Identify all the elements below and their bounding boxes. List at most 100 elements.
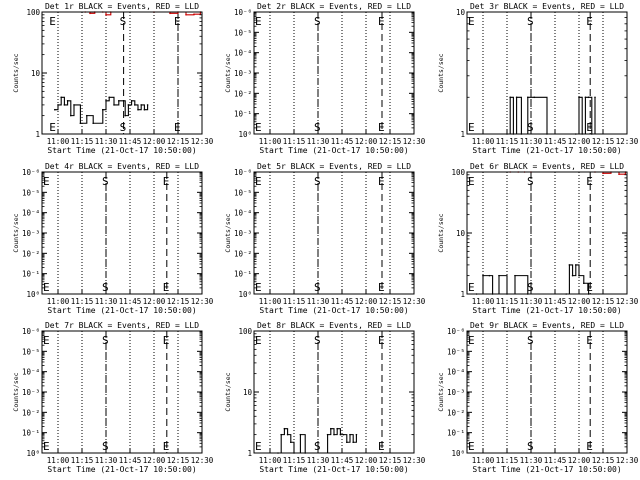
plot-frame: [466, 11, 628, 135]
series-point: [124, 114, 126, 117]
x-tick-label: 12:15: [379, 456, 402, 465]
marker-label-top: E: [163, 175, 170, 188]
series-point: [169, 12, 171, 15]
panel-det-2: Det 2r BLACK = Events, RED = LLD E E S S E E 11…: [224, 2, 426, 155]
x-tick-label: 11:45: [119, 137, 142, 146]
y-tick-label: 10⁰: [26, 449, 40, 458]
x-tick-label: 12:30: [403, 137, 426, 146]
x-tick-label: 12:00: [568, 456, 591, 465]
marker-label-bottom: E: [163, 281, 170, 294]
series-point: [105, 13, 107, 16]
marker-label-top: E: [378, 175, 385, 188]
marker-label-bottom: S: [527, 440, 534, 453]
x-tick-label: 12:15: [379, 137, 402, 146]
x-tick-label: 12:15: [592, 297, 615, 306]
series-point: [130, 100, 133, 102]
y-tick-label: 10: [31, 69, 41, 78]
y-tick-label: 100: [26, 8, 40, 17]
x-tick-label: 11:15: [496, 456, 519, 465]
x-tick-label: 12:00: [355, 137, 378, 146]
x-tick-label: 11:45: [544, 137, 567, 146]
series-point: [140, 104, 142, 106]
y-axis-title: Counts/sec: [224, 372, 232, 411]
y-tick-label: 10⁰: [451, 449, 465, 458]
y-tick-label: 10⁻⁴: [234, 49, 252, 58]
marker-label-top: E: [43, 175, 50, 188]
y-tick-label: 10⁻⁵: [447, 347, 465, 356]
panel-det-9: Det 9r BLACK = Events, RED = LLD E E S S E E 11…: [437, 321, 639, 474]
y-tick-label: 10⁻⁵: [234, 28, 252, 37]
marker-label-top: E: [163, 334, 170, 347]
y-tick-label: 10: [456, 229, 466, 238]
y-axis-title: Counts/sec: [224, 213, 232, 252]
series-point: [583, 282, 585, 285]
x-axis-title: Start Time (21-Oct-17 10:50:00): [259, 146, 408, 155]
x-tick-label: 11:15: [496, 297, 519, 306]
series-point: [63, 104, 66, 106]
x-tick-label: 12:00: [143, 297, 166, 306]
marker-label-top: E: [586, 175, 593, 188]
marker-label-top: S: [314, 15, 321, 28]
marker-label-bottom: E: [378, 281, 385, 294]
y-tick-label: 10⁻⁴: [22, 209, 40, 218]
x-tick-label: 11:45: [544, 297, 567, 306]
marker-label-bottom: E: [586, 281, 593, 294]
panel-det-7: Det 7r BLACK = Events, RED = LLD E E S S E E 11…: [12, 321, 214, 474]
x-tick-label: 11:00: [259, 456, 282, 465]
x-tick-label: 12:15: [167, 297, 190, 306]
series-point: [575, 264, 577, 266]
series-point: [349, 433, 351, 436]
series-point: [515, 96, 518, 99]
series-point: [290, 441, 292, 444]
marker-label-top: S: [102, 175, 109, 188]
series-point: [618, 173, 620, 176]
series-point: [533, 96, 535, 99]
x-tick-label: 11:45: [331, 456, 354, 465]
panel-det-6: Det 6r BLACK = Events, RED = LLDEESSEE11…: [437, 162, 639, 315]
x-tick-label: 11:00: [47, 456, 70, 465]
marker-label-top: S: [120, 15, 127, 28]
x-axis-title: Start Time (21-Oct-17 10:50:00): [472, 306, 621, 315]
series-point: [346, 441, 348, 444]
x-tick-label: 11:45: [544, 456, 567, 465]
panel-title: Det 5r BLACK = Events, RED = LLD: [257, 162, 411, 171]
series-line-events: [278, 428, 357, 454]
series-point: [336, 427, 339, 430]
y-axis-title: Counts/sec: [12, 53, 20, 92]
marker-label-top: S: [314, 334, 321, 347]
marker-label-bottom: E: [468, 121, 475, 134]
x-tick-label: 12:30: [191, 137, 214, 146]
series-line-events: [507, 96, 596, 135]
marker-label-bottom: S: [102, 440, 109, 453]
y-tick-label: 10⁻¹: [234, 270, 252, 279]
marker-label-bottom: S: [314, 440, 321, 453]
series-point: [602, 172, 604, 175]
panel-title: Det 2r BLACK = Events, RED = LLD: [257, 2, 411, 11]
series-point: [60, 96, 62, 99]
x-tick-label: 12:30: [616, 297, 639, 306]
marker-label-bottom: S: [314, 281, 321, 294]
marker-label-top: E: [43, 334, 50, 347]
y-axis-title: Counts/sec: [437, 372, 445, 411]
y-tick-label: 100: [451, 168, 465, 177]
marker-label-bottom: E: [174, 121, 181, 134]
x-tick-label: 11:15: [283, 297, 306, 306]
series-point: [86, 114, 88, 117]
x-tick-label: 11:45: [119, 297, 142, 306]
marker-label-bottom: E: [378, 121, 385, 134]
x-tick-label: 12:30: [191, 297, 214, 306]
x-tick-label: 11:00: [259, 297, 282, 306]
series-point: [488, 274, 491, 277]
y-tick-label: 10⁻⁶: [447, 327, 465, 336]
panel-title: Det 7r BLACK = Events, RED = LLD: [45, 321, 199, 330]
x-tick-label: 11:15: [71, 137, 94, 146]
series-point: [587, 96, 590, 99]
marker-label-top: S: [527, 334, 534, 347]
y-tick-label: 1: [35, 130, 40, 139]
x-tick-label: 12:30: [191, 456, 214, 465]
series-line-events: [54, 96, 149, 124]
marker-label-bottom: E: [163, 440, 170, 453]
x-tick-label: 11:15: [496, 137, 519, 146]
panel-title: Det 9r BLACK = Events, RED = LLD: [470, 321, 624, 330]
series-point: [92, 122, 94, 125]
